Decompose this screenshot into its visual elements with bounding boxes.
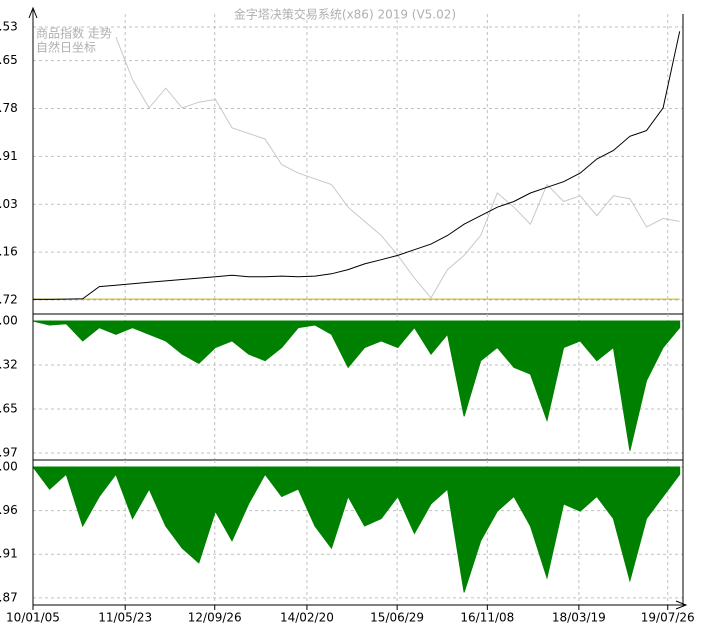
y-tick-label: 9.97: [0, 445, 18, 459]
y-tick-label: 8.87: [0, 590, 18, 604]
x-tick-label: 12/09/26: [188, 611, 242, 625]
y-tick-label: 5.91: [0, 547, 18, 561]
axis-arrow: [675, 600, 688, 610]
y-tick-label: 1.65: [0, 53, 18, 67]
y-tick-label: 6.65: [0, 402, 18, 416]
y-tick-label: 4.78: [0, 101, 18, 115]
y-tick-label: 1.03: [0, 197, 18, 211]
x-tick-label: 14/02/20: [280, 611, 334, 625]
y-tick-label: 0.00: [0, 459, 18, 473]
y-tick-label: 7.91: [0, 149, 18, 163]
y-tick-label: 0.00: [0, 314, 18, 328]
drawdown-area: [32, 465, 681, 593]
chart-title: 金字塔决策交易系统(x86) 2019 (V5.02): [234, 7, 456, 22]
x-tick-label: 19/07/26: [641, 611, 695, 625]
y-tick-label: 4.16: [0, 245, 18, 259]
y-tick-label: 3.53: [0, 19, 18, 33]
x-tick-label: 18/03/19: [552, 611, 606, 625]
x-tick-label: 15/06/29: [370, 611, 424, 625]
axis-arrow: [28, 6, 38, 19]
series-line: [33, 31, 681, 300]
y-tick-label: 2.96: [0, 503, 18, 517]
x-tick-label: 11/05/23: [98, 611, 152, 625]
y-tick-label: 2.72: [0, 292, 18, 306]
y-tick-label: 3.32: [0, 357, 18, 371]
legend-label: 自然日坐标: [36, 40, 96, 55]
x-tick-label: 16/11/08: [460, 611, 514, 625]
legend-label: 商品指数 走势: [36, 26, 112, 41]
drawdown-area: [32, 320, 681, 451]
x-tick-label: 10/01/05: [6, 611, 60, 625]
